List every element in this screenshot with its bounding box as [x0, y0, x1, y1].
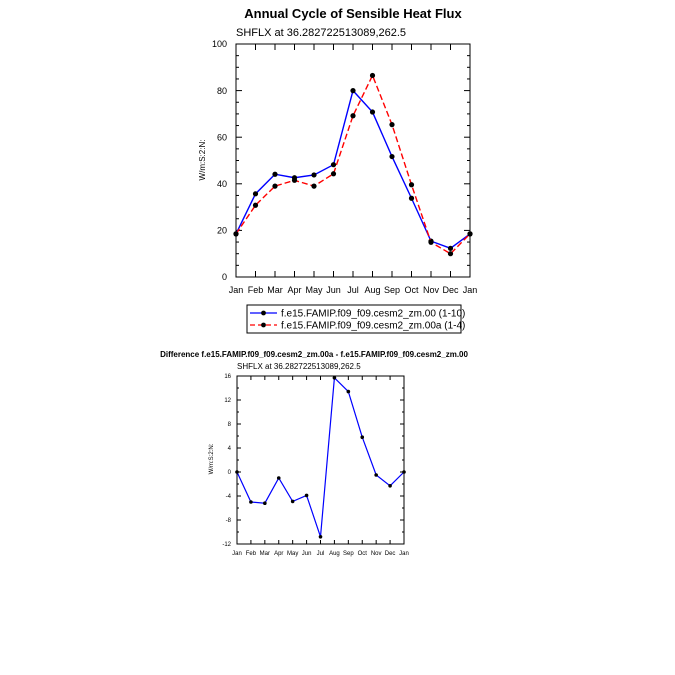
series-1-point: [311, 172, 317, 178]
series-2-point: [447, 251, 454, 257]
series-1-point: [402, 470, 406, 474]
series-1-point: [369, 109, 376, 115]
series-2-point: [369, 72, 376, 79]
x-tick-label: Jul: [347, 285, 359, 295]
x-tick-label: Feb: [248, 285, 264, 295]
series-1-point: [389, 153, 395, 160]
series-1-point: [332, 376, 337, 380]
y-tick-label: 80: [217, 86, 227, 96]
x-tick-label: Nov: [423, 285, 440, 295]
chart2-subtitle: SHFLX at 36.282722513089,262.5: [237, 362, 361, 371]
x-tick-label: Oct: [404, 285, 419, 295]
chart1-x-ticks: Jan Feb Mar Apr May Jun Jul Aug Sep Oct Nov Dec Jan: [229, 44, 478, 295]
series-1-point: [350, 88, 356, 94]
series-1-point: [388, 484, 392, 488]
difference-chart: Difference f.e15.FAMIP.f09_f09.cesm2_zm.…: [160, 350, 468, 557]
chart2-plot-frame: [236, 375, 405, 545]
series-1-point: [318, 535, 323, 539]
series-2-point: [408, 182, 415, 188]
x-tick-label: Oct: [358, 551, 368, 557]
y-tick-label: -12: [222, 542, 231, 548]
x-tick-label: Jun: [326, 285, 341, 295]
legend-marker-dashed: [261, 322, 266, 328]
x-tick-label: Aug: [329, 551, 340, 557]
chart1-title: Annual Cycle of Sensible Heat Flux: [244, 6, 462, 21]
series-line-2: [235, 73, 471, 255]
x-tick-label: May: [305, 285, 323, 295]
x-tick-label: Jun: [302, 551, 312, 557]
chart2-x-ticks: Jan Feb Mar Apr May Jun Jul Aug Sep Oct Nov Dec Jan: [232, 376, 409, 557]
series-2-point: [311, 183, 317, 189]
series-2-point: [233, 231, 239, 237]
x-tick-label: Feb: [246, 551, 257, 557]
x-tick-label: Jul: [317, 551, 325, 557]
series-2-point: [350, 113, 356, 119]
series-2-point: [428, 239, 434, 245]
series-1-point: [346, 389, 351, 394]
x-tick-label: Mar: [260, 551, 270, 557]
series-2-point: [389, 122, 395, 128]
series-2-point: [272, 183, 278, 189]
chart1-series: [233, 72, 473, 257]
y-tick-label: -8: [226, 518, 232, 524]
series-1-point: [330, 162, 337, 168]
y-tick-label: 0: [228, 470, 232, 476]
series-line-1: [236, 376, 405, 537]
series-2-point: [252, 202, 259, 208]
x-tick-label: Aug: [364, 285, 380, 295]
y-tick-label: -4: [226, 494, 232, 500]
series-1-point: [408, 195, 415, 201]
x-tick-label: May: [287, 551, 298, 557]
chart2-ylabel: W/m:S:2:N:: [209, 443, 215, 474]
series-1-point: [304, 493, 309, 498]
y-tick-label: 60: [217, 132, 227, 142]
x-tick-label: Mar: [267, 285, 283, 295]
series-1-point: [360, 435, 365, 440]
chart1-y-ticks: 0 20 40 60 80 100: [212, 39, 470, 282]
x-tick-label: Jan: [399, 551, 409, 557]
annual-cycle-chart: Annual Cycle of Sensible Heat Flux SHFLX…: [198, 6, 478, 334]
series-1-point: [276, 476, 281, 480]
chart1-subtitle: SHFLX at 36.282722513089,262.5: [236, 27, 406, 39]
chart2-y-ticks: -12 -8 -4 0 4 8 12 16: [222, 374, 404, 548]
series-2-point: [330, 171, 337, 177]
series-1-point: [447, 245, 454, 251]
legend-entry-1: f.e15.FAMIP.f09_f09.cesm2_zm.00 (1-10): [281, 309, 465, 320]
y-tick-label: 12: [224, 398, 231, 404]
y-tick-label: 16: [224, 374, 231, 380]
series-1-point: [252, 191, 259, 197]
x-tick-label: Dec: [385, 551, 396, 557]
x-tick-label: Apr: [274, 551, 283, 557]
x-tick-label: Sep: [343, 551, 354, 557]
chart2-series: [235, 376, 406, 539]
y-tick-label: 0: [222, 272, 227, 282]
y-tick-label: 4: [228, 446, 232, 452]
x-tick-label: Jan: [229, 285, 244, 295]
series-2-point: [291, 177, 298, 183]
x-tick-label: Sep: [384, 285, 400, 295]
series-1-point: [272, 171, 278, 177]
series-1-point: [235, 470, 239, 474]
series-1-point: [374, 473, 378, 477]
x-tick-label: Dec: [442, 285, 459, 295]
series-1-point: [263, 501, 267, 506]
legend-entry-2: f.e15.FAMIP.f09_f09.cesm2_zm.00a (1-4): [281, 321, 465, 332]
chart2-title: Difference f.e15.FAMIP.f09_f09.cesm2_zm.…: [160, 350, 468, 359]
x-tick-label: Jan: [463, 285, 478, 295]
chart1-ylabel: W/m:S:2:N:: [198, 140, 207, 181]
x-tick-label: Apr: [287, 285, 301, 295]
legend-marker-solid: [261, 310, 266, 316]
series-1-point: [249, 500, 253, 504]
y-tick-label: 20: [217, 226, 227, 236]
x-tick-label: Jan: [232, 551, 242, 557]
y-tick-label: 40: [217, 179, 227, 189]
series-1-point: [290, 499, 295, 504]
y-tick-label: 8: [228, 422, 232, 428]
series-2-point: [467, 231, 473, 237]
y-tick-label: 100: [212, 39, 227, 49]
x-tick-label: Nov: [371, 551, 382, 557]
chart1-legend-box: [246, 304, 462, 334]
